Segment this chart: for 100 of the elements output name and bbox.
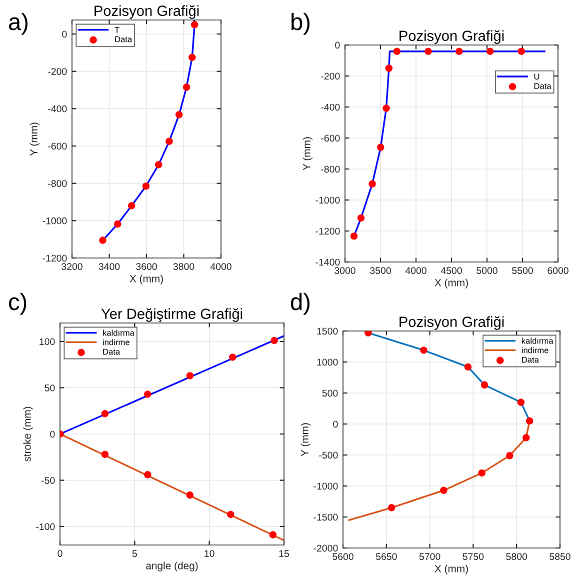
y-tick-label: -1000 xyxy=(316,196,340,204)
legend-label: indirme xyxy=(103,339,130,346)
y-tick-label: -400 xyxy=(48,105,67,112)
x-tick-label: 5850 xyxy=(550,553,570,560)
point xyxy=(486,48,494,55)
point xyxy=(101,450,109,458)
y-tick-label: -800 xyxy=(321,166,340,173)
point xyxy=(142,182,150,190)
x-tick-label: 5500 xyxy=(512,267,533,274)
y-axis-title: Y (mm) xyxy=(30,122,40,156)
y-tick-label: -1000 xyxy=(314,482,338,490)
y-tick-label: 50 xyxy=(44,384,55,392)
point xyxy=(522,434,530,442)
x-tick-label: 15 xyxy=(279,550,289,557)
legend-label: U xyxy=(534,74,540,80)
y-tick-label: -2000 xyxy=(314,544,338,552)
x-tick-label: 3000 xyxy=(334,267,356,274)
point xyxy=(186,491,194,499)
y-tick-label: -1200 xyxy=(42,254,67,262)
y-tick-label: -200 xyxy=(48,68,67,75)
point xyxy=(526,417,534,425)
x-tick-label: 4000 xyxy=(210,263,232,270)
y-tick-label: 0 xyxy=(333,420,338,428)
x-tick-label: 5600 xyxy=(332,553,354,560)
x-tick-label: 5000 xyxy=(476,267,498,274)
y-tick-label: -1000 xyxy=(42,217,67,224)
point xyxy=(101,410,109,418)
point xyxy=(464,363,472,371)
point xyxy=(420,346,428,354)
chart-title: Pozisyon Grafiği xyxy=(94,5,199,19)
y-tick-label: -50 xyxy=(42,476,55,484)
y-tick-label: -1200 xyxy=(316,228,340,235)
point xyxy=(368,180,376,188)
point xyxy=(144,390,152,398)
x-tick-label: 10 xyxy=(204,550,214,557)
y-tick-label: -800 xyxy=(48,180,67,187)
point xyxy=(350,232,358,240)
point xyxy=(506,452,514,460)
y-tick-label: 0 xyxy=(50,430,55,438)
y-tick-label: -100 xyxy=(36,523,55,530)
point xyxy=(517,398,525,406)
text: d) xyxy=(290,292,310,315)
y-axis-title: Y (mm) xyxy=(302,137,312,170)
x-tick-label: 5800 xyxy=(506,553,528,560)
point xyxy=(456,48,463,55)
point xyxy=(270,336,278,344)
point xyxy=(227,510,234,518)
chart-title: Pozisyon Grafiği xyxy=(400,316,504,330)
point xyxy=(377,144,384,151)
point xyxy=(188,54,196,61)
point xyxy=(175,111,183,118)
legend-label: T xyxy=(114,26,120,33)
legend-label: indirme xyxy=(522,347,548,354)
point xyxy=(385,64,393,72)
text: c) xyxy=(9,292,26,315)
y-tick-label: -200 xyxy=(321,72,340,80)
point xyxy=(99,236,106,244)
x-tick-label: 3500 xyxy=(370,267,391,274)
x-axis-title: angle (deg) xyxy=(146,562,198,572)
x-axis-title: X (mm) xyxy=(434,564,468,574)
point xyxy=(114,220,122,228)
x-tick-label: 3200 xyxy=(62,263,82,270)
y-axis-title: stroke (mm) xyxy=(23,406,33,462)
x-axis-title: X (mm) xyxy=(130,274,163,284)
chart-title: Pozisyon Grafiği xyxy=(400,30,504,44)
x-tick-label: 3600 xyxy=(136,263,157,270)
x-tick-label: 6000 xyxy=(548,267,568,274)
point xyxy=(382,104,390,112)
y-axis-title: Y (mm) xyxy=(300,423,310,456)
x-axis-title: X (mm) xyxy=(434,278,468,288)
y-tick-label: 100 xyxy=(40,338,55,346)
y-tick-label: -1400 xyxy=(316,258,340,266)
legend-label: kaldırma xyxy=(103,330,134,336)
legend-label: Data xyxy=(522,356,539,363)
point xyxy=(480,381,488,389)
y-tick-label: -600 xyxy=(321,134,340,142)
point xyxy=(128,202,136,210)
y-tick-label: 1000 xyxy=(317,358,338,366)
legend-label: kaldırma xyxy=(522,338,554,344)
y-tick-label: 0 xyxy=(335,42,340,49)
point xyxy=(190,21,198,28)
point xyxy=(393,48,401,55)
legend-label: Data xyxy=(103,348,120,355)
legend-label: Data xyxy=(534,83,552,89)
legend-label: Data xyxy=(115,36,132,42)
chart-title: Yer Değiştirme Grafiği xyxy=(101,308,242,322)
y-tick-label: 0 xyxy=(62,30,67,38)
point xyxy=(364,331,372,336)
y-tick-label: -600 xyxy=(48,142,67,150)
point xyxy=(166,138,173,145)
x-tick-label: 4500 xyxy=(440,267,462,274)
point xyxy=(424,48,432,55)
text: b) xyxy=(292,12,310,35)
text: a) xyxy=(9,12,28,35)
x-tick-label: 5650 xyxy=(376,553,397,560)
x-tick-label: 3400 xyxy=(98,263,120,270)
x-tick-label: 4000 xyxy=(405,267,426,274)
point xyxy=(186,372,194,380)
y-tick-label: 500 xyxy=(322,390,338,397)
x-tick-label: 5750 xyxy=(462,553,484,560)
